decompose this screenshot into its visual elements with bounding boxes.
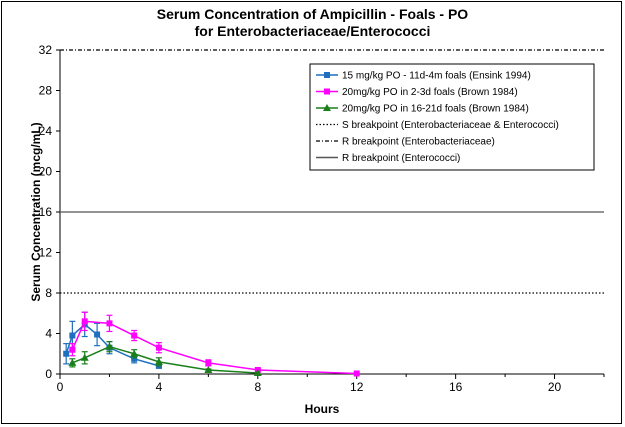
series-3 xyxy=(68,341,262,376)
x-tick-label: 0 xyxy=(57,380,64,394)
data-point xyxy=(131,332,138,339)
legend-entry: S breakpoint (Enterobacteriaceae & Enter… xyxy=(316,120,559,131)
legend-marker xyxy=(324,88,330,95)
legend-marker xyxy=(324,72,330,78)
data-point xyxy=(69,332,76,339)
y-tick-label: 0 xyxy=(45,367,52,381)
legend-box xyxy=(309,63,595,171)
legend-entry: R breakpoint (Enterococci) xyxy=(316,153,460,164)
y-tick-label: 8 xyxy=(45,286,52,300)
data-point xyxy=(353,370,360,377)
data-point xyxy=(155,344,162,351)
legend-label: S breakpoint (Enterobacteriaceae & Enter… xyxy=(342,120,559,131)
data-point xyxy=(205,359,212,366)
data-point xyxy=(106,320,113,327)
legend-entry: R breakpoint (Enterobacteriaceae) xyxy=(316,137,495,148)
series-line xyxy=(72,345,258,374)
legend-label: 20mg/kg PO in 16-21d foals (Brown 1984) xyxy=(342,104,529,115)
chart-subtitle: for Enterobacteriaceae/Enterococci xyxy=(194,23,431,39)
data-point xyxy=(105,342,114,350)
data-point xyxy=(204,365,213,373)
y-tick-label: 28 xyxy=(39,84,53,98)
x-tick-label: 8 xyxy=(254,380,261,394)
y-axis-label: Serum Concentration (mcg/mL) xyxy=(29,122,43,301)
legend-label: 20mg/kg PO in 2-3d foals (Brown 1984) xyxy=(342,87,518,98)
y-tick-label: 32 xyxy=(39,43,53,57)
data-point xyxy=(94,331,101,338)
chart-title: Serum Concentration of Ampicillin - Foal… xyxy=(156,6,469,22)
x-tick-label: 16 xyxy=(449,380,463,394)
data-point xyxy=(253,368,262,376)
y-tick-label: 4 xyxy=(45,327,52,341)
y-tick-label: 12 xyxy=(39,246,53,260)
data-point xyxy=(63,350,70,357)
legend-entry: 20mg/kg PO in 2-3d foals (Brown 1984) xyxy=(316,87,518,98)
data-point xyxy=(154,357,163,365)
legend-entry: 20mg/kg PO in 16-21d foals (Brown 1984) xyxy=(316,104,529,115)
x-tick-label: 4 xyxy=(156,380,163,394)
y-tick-label: 24 xyxy=(39,124,53,138)
data-point xyxy=(80,353,89,361)
data-point xyxy=(130,349,139,357)
legend-label: 15 mg/kg PO - 11d-4m foals (Ensink 1994) xyxy=(342,71,531,82)
y-tick-label: 20 xyxy=(39,165,53,179)
legend-marker xyxy=(323,104,331,111)
legend-label: R breakpoint (Enterococci) xyxy=(342,153,460,164)
x-axis-label: Hours xyxy=(305,402,340,416)
data-point xyxy=(131,355,138,362)
x-tick-label: 12 xyxy=(350,380,364,394)
series-2 xyxy=(69,311,360,377)
data-point xyxy=(69,346,76,353)
y-tick-label: 16 xyxy=(39,205,53,219)
x-tick-label: 20 xyxy=(548,380,562,394)
data-point xyxy=(81,318,88,325)
data-point xyxy=(68,358,77,366)
legend-entry: 15 mg/kg PO - 11d-4m foals (Ensink 1994) xyxy=(316,71,531,82)
series-line xyxy=(71,320,357,375)
legend-label: R breakpoint (Enterobacteriaceae) xyxy=(342,137,495,148)
